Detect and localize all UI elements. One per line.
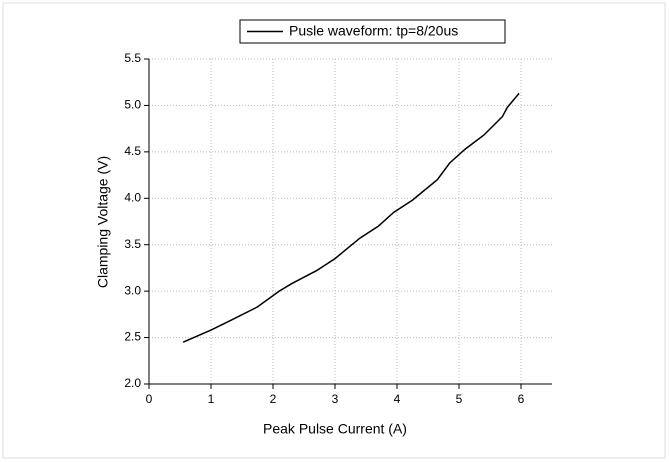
y-tick-label: 5.5 (124, 51, 141, 65)
y-tick-label: 2.0 (124, 376, 141, 390)
x-tick-label: 3 (332, 392, 339, 406)
y-tick-label: 4.5 (124, 144, 141, 158)
y-tick-label: 4.0 (124, 190, 141, 204)
x-tick-label: 2 (270, 392, 277, 406)
x-tick-label: 6 (518, 392, 525, 406)
y-tick-label: 3.0 (124, 283, 141, 297)
legend-box (239, 19, 506, 44)
y-tick-label: 5.0 (124, 98, 141, 112)
y-tick-label: 2.5 (124, 330, 141, 344)
data-line (182, 92, 520, 343)
x-tick-label: 1 (208, 392, 215, 406)
x-tick-label: 5 (456, 392, 463, 406)
legend-label: Pusle waveform: tp=8/20us (289, 23, 458, 39)
x-tick-label: 0 (146, 392, 153, 406)
x-tick-label: 4 (394, 392, 401, 406)
x-axis-label: Peak Pulse Current (A) (263, 421, 407, 437)
y-tick-label: 3.5 (124, 237, 141, 251)
y-axis-label: Clamping Voltage (V) (95, 156, 111, 288)
